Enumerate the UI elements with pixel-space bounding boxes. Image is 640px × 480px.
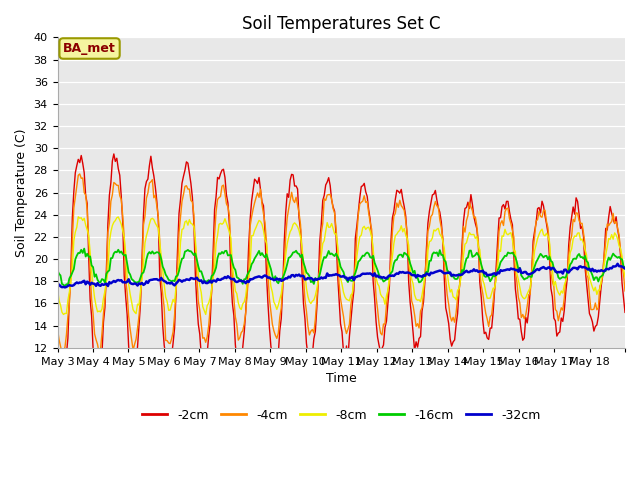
-4cm <box>349 292 356 298</box>
-16cm <box>54 267 61 273</box>
-4cm <box>92 337 100 343</box>
-8cm <box>461 241 469 247</box>
Text: BA_met: BA_met <box>63 42 116 55</box>
Line: -4cm: -4cm <box>58 174 625 353</box>
-32cm <box>74 280 82 286</box>
-16cm <box>61 283 68 289</box>
-32cm <box>92 283 100 288</box>
-16cm <box>93 277 101 283</box>
-8cm <box>621 274 629 280</box>
-16cm <box>620 264 627 269</box>
-2cm <box>54 339 61 345</box>
-16cm <box>621 264 629 270</box>
-8cm <box>54 286 61 291</box>
-16cm <box>74 250 82 256</box>
-16cm <box>545 253 553 259</box>
-2cm <box>93 390 101 396</box>
Line: -8cm: -8cm <box>58 217 625 314</box>
-8cm <box>76 216 84 221</box>
-32cm <box>544 265 552 271</box>
-32cm <box>61 285 68 290</box>
-2cm <box>461 205 469 211</box>
-8cm <box>93 309 101 315</box>
-16cm <box>461 261 469 267</box>
-8cm <box>74 214 82 220</box>
-32cm <box>621 266 629 272</box>
-4cm <box>95 350 103 356</box>
-2cm <box>73 163 81 168</box>
-32cm <box>54 282 61 288</box>
-32cm <box>614 261 621 267</box>
-4cm <box>545 241 553 247</box>
-4cm <box>76 171 84 177</box>
-2cm <box>545 254 553 260</box>
-4cm <box>621 288 629 294</box>
-4cm <box>54 326 61 332</box>
-32cm <box>460 270 467 276</box>
-4cm <box>73 183 81 189</box>
-32cm <box>347 275 355 281</box>
-8cm <box>60 312 67 317</box>
Y-axis label: Soil Temperature (C): Soil Temperature (C) <box>15 128 28 257</box>
-32cm <box>620 265 627 271</box>
-2cm <box>349 301 356 307</box>
Line: -16cm: -16cm <box>58 249 625 286</box>
-8cm <box>349 290 356 296</box>
-4cm <box>620 271 627 277</box>
-8cm <box>545 239 553 245</box>
Legend: -2cm, -4cm, -8cm, -16cm, -32cm: -2cm, -4cm, -8cm, -16cm, -32cm <box>137 404 545 427</box>
-4cm <box>461 229 469 235</box>
-2cm <box>110 151 118 157</box>
-2cm <box>91 370 99 376</box>
X-axis label: Time: Time <box>326 372 356 385</box>
Title: Soil Temperatures Set C: Soil Temperatures Set C <box>242 15 440 33</box>
-2cm <box>620 295 627 300</box>
Line: -2cm: -2cm <box>58 154 625 393</box>
Line: -32cm: -32cm <box>58 264 625 288</box>
-16cm <box>81 246 88 252</box>
-16cm <box>349 278 356 284</box>
-2cm <box>621 310 629 315</box>
-8cm <box>620 266 627 272</box>
